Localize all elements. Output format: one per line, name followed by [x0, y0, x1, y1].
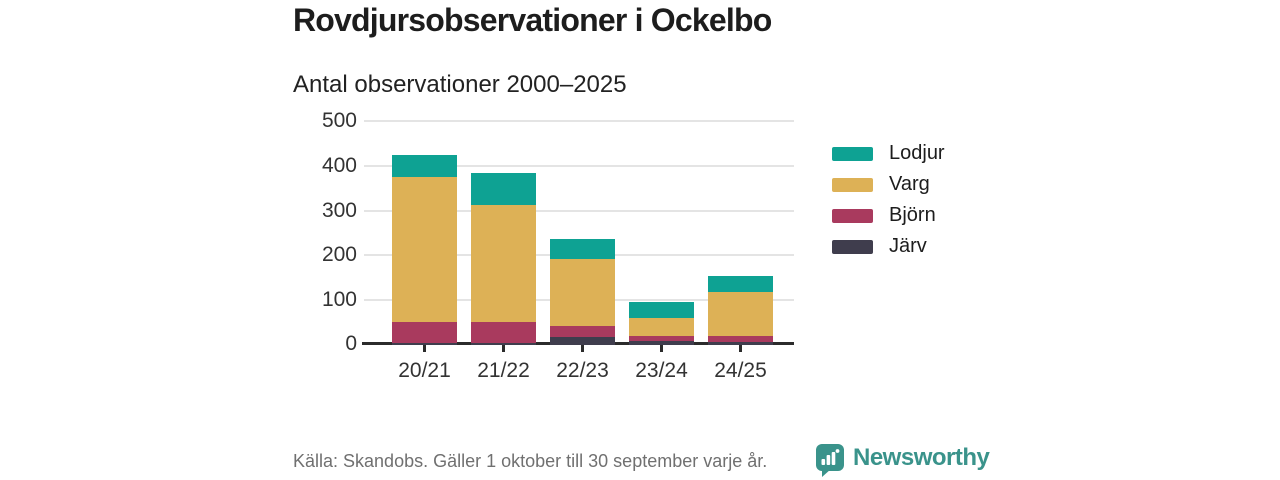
- bar-segment-varg-21-22: [471, 204, 536, 322]
- bar-23-24: [629, 301, 694, 345]
- legend-item-lodjur: Lodjur: [832, 138, 945, 169]
- x-axis-tick-20-21: [423, 345, 426, 352]
- x-axis-label-20-21: 20/21: [398, 359, 451, 382]
- x-axis-label-23-24: 23/24: [635, 359, 688, 382]
- x-axis-label-24-25: 24/25: [714, 359, 767, 382]
- bar-segment-björn-24-25: [708, 336, 773, 342]
- newsworthy-logo-icon: [815, 443, 846, 480]
- brand-lockup: Newsworthy: [815, 443, 990, 480]
- x-axis-tick-21-22: [502, 345, 505, 352]
- gridline-y-400: [364, 164, 794, 167]
- bar-segment-lodjur-22-23: [550, 238, 615, 259]
- bar-segment-varg-23-24: [629, 318, 694, 337]
- legend-label-björn: Björn: [889, 204, 936, 226]
- legend-item-järv: Järv: [832, 231, 945, 262]
- bar-segment-järv-20-21: [392, 342, 457, 345]
- x-axis-label-22-23: 22/23: [556, 359, 609, 382]
- y-axis-tick-label-300: 300: [321, 198, 357, 222]
- bar-segment-järv-22-23: [550, 336, 615, 345]
- bar-segment-björn-23-24: [629, 336, 694, 342]
- x-axis-tick-22-23: [581, 345, 584, 352]
- bar-segment-varg-24-25: [708, 292, 773, 337]
- bar-segment-varg-22-23: [550, 258, 615, 327]
- page-title: Rovdjursobservationer i Ockelbo: [293, 2, 772, 38]
- brand-name: Newsworthy: [853, 444, 990, 471]
- bar-20-21: [392, 154, 457, 345]
- bar-segment-lodjur-21-22: [471, 172, 536, 205]
- bar-segment-varg-20-21: [392, 176, 457, 322]
- bar-segment-björn-22-23: [550, 326, 615, 337]
- bar-22-23: [550, 238, 615, 345]
- y-axis-tick-label-0: 0: [345, 331, 357, 355]
- legend-item-varg: Varg: [832, 169, 945, 200]
- bar-segment-järv-21-22: [471, 342, 536, 345]
- legend-item-björn: Björn: [832, 200, 945, 231]
- chart-subtitle: Antal observationer 2000–2025: [293, 71, 627, 98]
- bar-segment-björn-21-22: [471, 321, 536, 343]
- gridline-y-300: [364, 209, 794, 212]
- x-axis-tick-23-24: [660, 345, 663, 352]
- legend-swatch-järv: [832, 239, 873, 254]
- source-note: Källa: Skandobs. Gäller 1 oktober till 3…: [293, 451, 768, 471]
- bar-21-22: [471, 172, 536, 345]
- legend-label-lodjur: Lodjur: [889, 142, 945, 164]
- legend: Lodjur Varg Björn Järv: [832, 138, 945, 262]
- y-axis-tick-label-100: 100: [321, 288, 357, 312]
- legend-label-järv: Järv: [889, 235, 927, 257]
- legend-swatch-varg: [832, 177, 873, 192]
- legend-swatch-lodjur: [832, 146, 873, 161]
- bar-segment-järv-23-24: [629, 341, 694, 345]
- bar-segment-lodjur-20-21: [392, 154, 457, 177]
- y-axis-tick-label-500: 500: [321, 109, 357, 132]
- bar-segment-lodjur-24-25: [708, 276, 773, 293]
- y-axis-tick-label-200: 200: [321, 243, 357, 267]
- legend-label-varg: Varg: [889, 173, 930, 195]
- bar-segment-järv-24-25: [708, 341, 773, 345]
- x-axis-label-21-22: 21/22: [477, 359, 530, 382]
- legend-swatch-björn: [832, 208, 873, 223]
- x-axis-tick-24-25: [739, 345, 742, 352]
- bar-segment-lodjur-23-24: [629, 301, 694, 319]
- bar-24-25: [708, 276, 773, 345]
- y-axis-tick-label-400: 400: [321, 153, 357, 177]
- gridline-y-500: [364, 120, 794, 122]
- bar-segment-björn-20-21: [392, 321, 457, 343]
